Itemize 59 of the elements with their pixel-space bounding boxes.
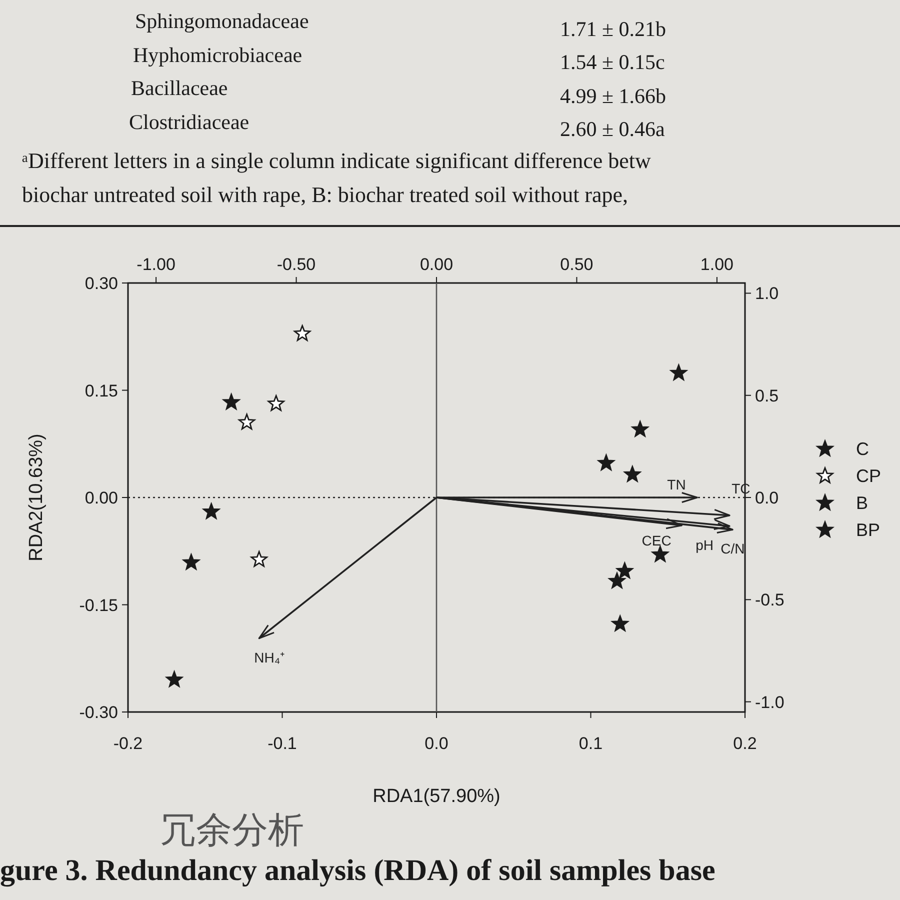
point <box>268 395 284 411</box>
x-tick-label: 0.0 <box>424 734 448 753</box>
x2-tick-label: 0.00 <box>420 255 454 274</box>
point <box>616 562 633 578</box>
point <box>223 394 240 410</box>
series-label: NH₄⁺ <box>254 649 286 666</box>
point <box>624 466 641 482</box>
text: 1.71 ± 0.21b <box>560 17 666 41</box>
text: Clostridiaceae <box>129 110 250 134</box>
text: Sphingomonadaceae <box>135 9 309 33</box>
text: 2.60 ± 0.46a <box>560 117 666 141</box>
point <box>203 503 220 519</box>
point <box>238 414 256 430</box>
series-label: C/N <box>720 540 745 557</box>
y-tick-label: -0.15 <box>79 596 118 615</box>
y-tick-label: 0.15 <box>84 381 118 400</box>
text: Hyphomicrobiaceae <box>133 43 302 67</box>
y-tick-label: 0.00 <box>84 488 118 508</box>
text: gure 3. Redundancy analysis (RDA) of soil samples base <box>0 854 716 887</box>
x2-tick-label: 1.00 <box>700 255 734 274</box>
y2-tick-label: 0.5 <box>755 386 779 406</box>
point <box>632 420 648 437</box>
text: 冗余分析 <box>160 810 304 850</box>
y2-tick-label: 1.0 <box>755 284 779 304</box>
text: biochar untreated soil with rape, B: biochar treated soil without rape, <box>22 182 628 207</box>
legend-label: CP <box>856 466 882 486</box>
text: ᵃDifferent letters in a single column indicate significant difference betw <box>22 148 652 173</box>
point <box>670 364 687 380</box>
x-tick-label: 0.2 <box>733 734 757 753</box>
x-tick-label: 0.1 <box>578 734 603 753</box>
series-label: pH <box>696 537 714 554</box>
x2-tick-label: -1.00 <box>136 255 176 274</box>
text: Bacillaceae <box>131 76 228 100</box>
x2-tick-label: 0.50 <box>560 255 594 274</box>
y-axis-title: RDA2(10.63%) <box>26 434 47 562</box>
point <box>250 551 268 567</box>
text: 4.99 ± 1.66b <box>560 84 666 108</box>
point <box>608 572 626 588</box>
x-tick-label: -0.2 <box>113 734 143 753</box>
series-label: TN <box>667 476 686 492</box>
legend-label: BP <box>856 520 880 540</box>
legend-label: C <box>856 439 869 459</box>
x2-tick-label: -0.50 <box>276 255 316 274</box>
point <box>612 615 628 632</box>
point <box>166 671 183 687</box>
y-tick-label: -0.30 <box>79 703 118 722</box>
y-tick-label: 0.30 <box>84 274 118 293</box>
x-tick-label: -0.1 <box>268 734 297 753</box>
legend-label: B <box>856 493 868 513</box>
y2-tick-label: 0.0 <box>755 488 779 508</box>
y2-tick-label: -1.0 <box>755 692 784 712</box>
point <box>652 546 668 562</box>
y2-tick-label: -0.5 <box>755 590 784 610</box>
series-label: CEC <box>642 532 672 548</box>
point <box>294 325 311 341</box>
x-axis-title: RDA1(57.90%) <box>372 786 500 807</box>
point <box>182 554 200 570</box>
text: 1.54 ± 0.15c <box>560 50 665 74</box>
point <box>598 454 614 470</box>
